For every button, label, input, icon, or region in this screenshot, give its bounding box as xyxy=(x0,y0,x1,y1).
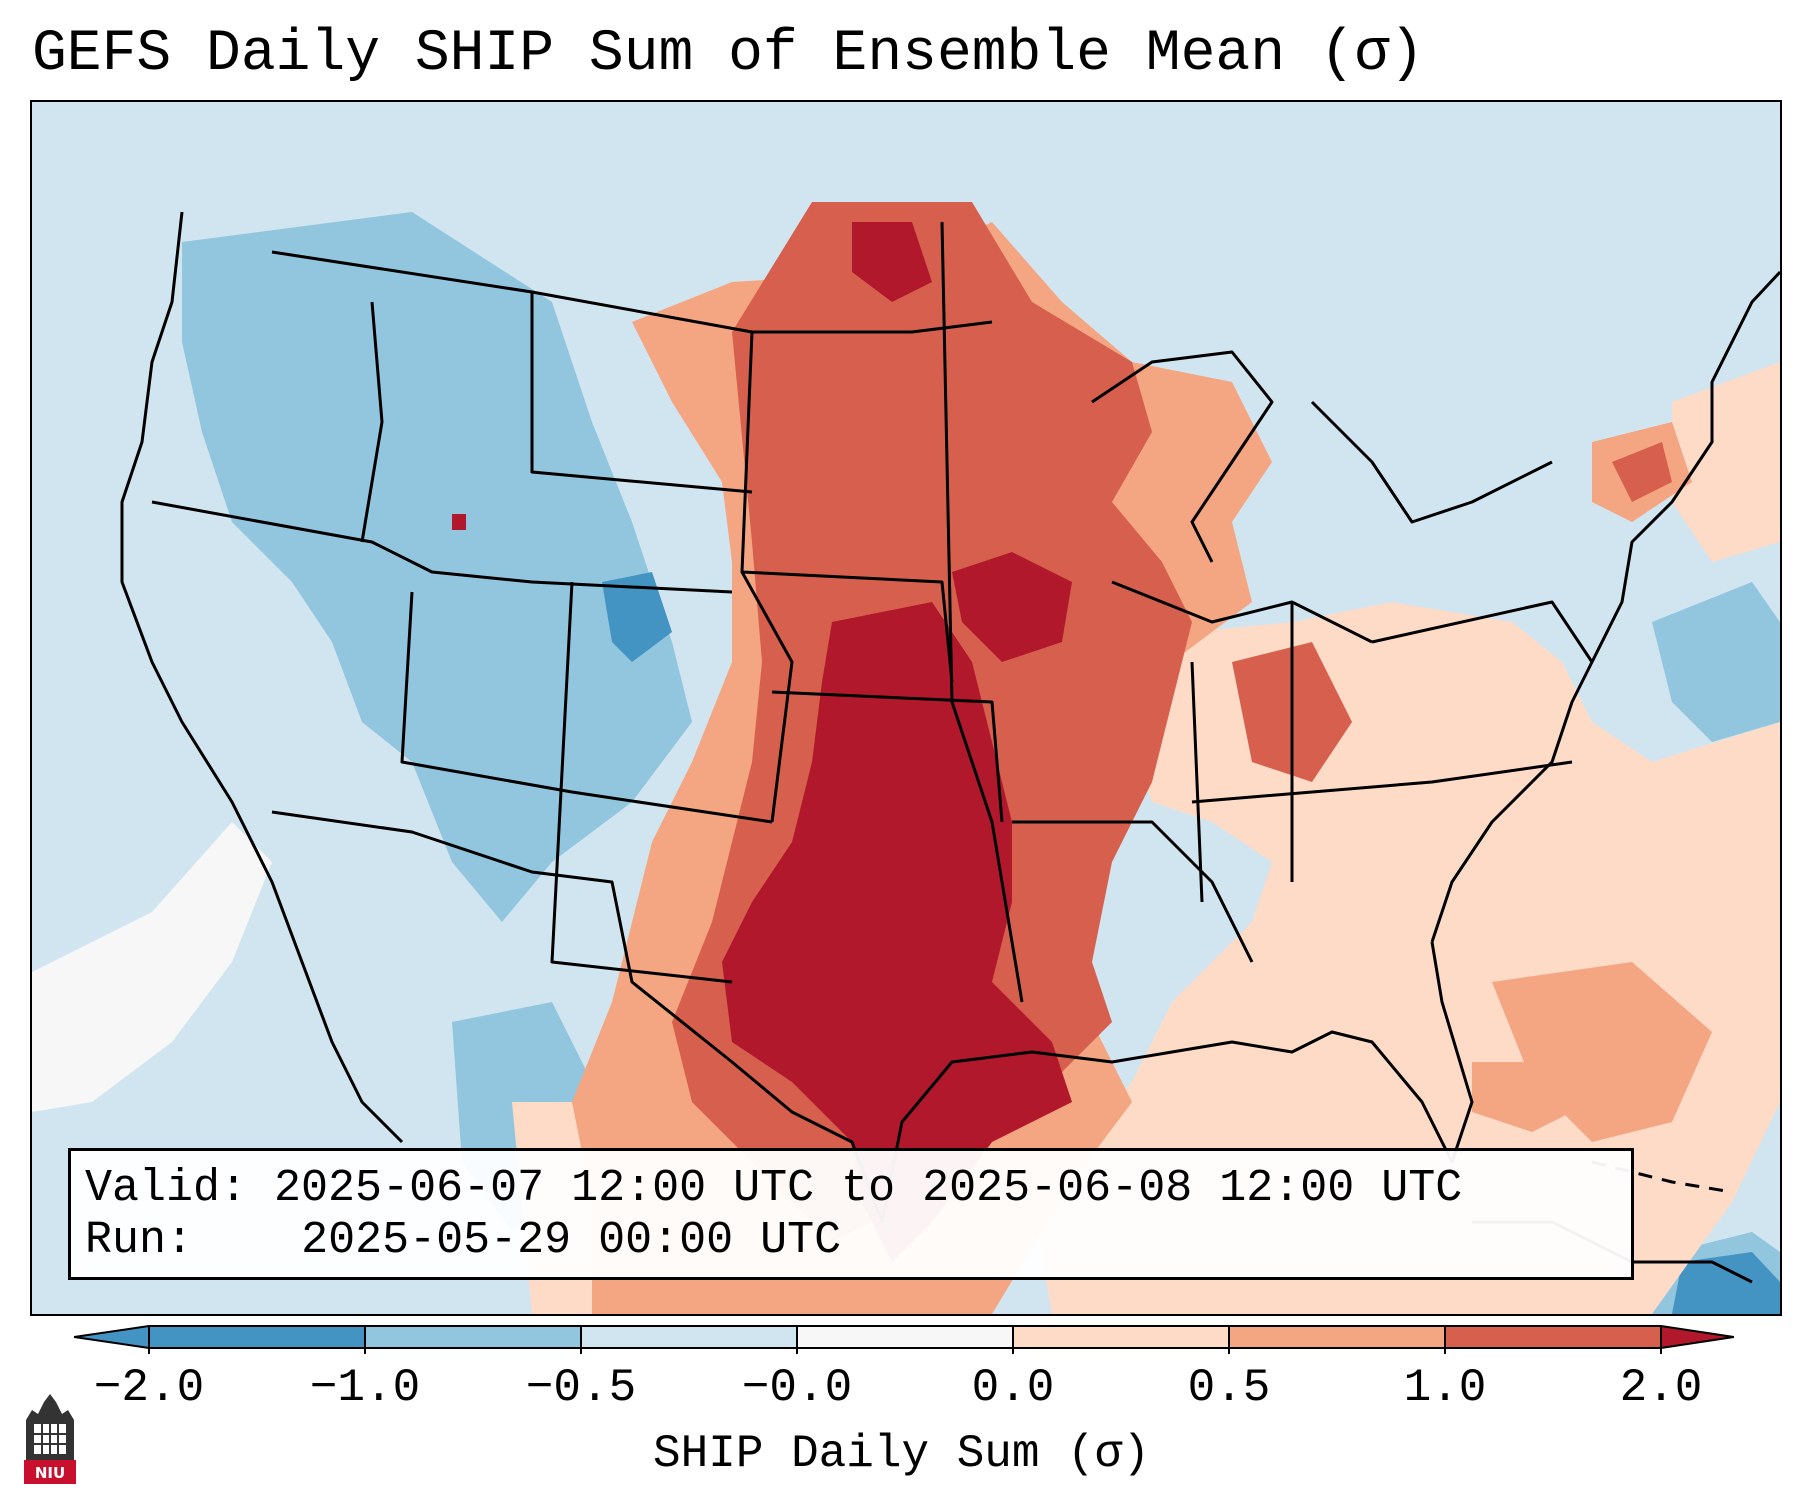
colorbar xyxy=(74,1325,1734,1354)
valid-value: 2025-06-07 12:00 UTC to 2025-06-08 12:00… xyxy=(274,1163,1463,1214)
colorbar-bin-minus1-minus05 xyxy=(365,1326,581,1348)
colorbar-tick: 0.0 xyxy=(971,1362,1055,1414)
borders xyxy=(120,211,1780,1223)
extreme-positive-core xyxy=(452,222,1072,1262)
colorbar-bin-minus05-0 xyxy=(581,1326,797,1348)
colorbar-tick: −0.5 xyxy=(525,1362,637,1414)
colorbar-label: SHIP Daily Sum (σ) xyxy=(653,1428,1150,1480)
logo-text: NIU xyxy=(35,1464,65,1482)
great-lakes-outline xyxy=(1091,350,1274,563)
colorbar-bin-minus2-minus1 xyxy=(149,1326,365,1348)
colorbar-bin-05-1 xyxy=(1229,1326,1445,1348)
map-panel xyxy=(30,100,1782,1316)
map-title: GEFS Daily SHIP Sum of Ensemble Mean (σ) xyxy=(32,22,1425,87)
west-coastline xyxy=(120,211,404,1144)
gulf-coastline xyxy=(880,941,1474,1223)
colorbar-bin-0-05 xyxy=(1013,1326,1229,1348)
colorbar-bin-1-2 xyxy=(1445,1326,1661,1348)
lake-erie-ontario xyxy=(1310,400,1553,524)
colorbar-bin-0-0 xyxy=(797,1326,1013,1348)
colorbar-extend-high xyxy=(1661,1326,1734,1348)
anomaly-map xyxy=(32,102,1780,1314)
valid-line: Valid: 2025-06-07 12:00 UTC to 2025-06-0… xyxy=(85,1163,1462,1214)
east-coastline xyxy=(1430,270,1780,943)
run-line: Run: 2025-05-29 00:00 UTC xyxy=(85,1215,841,1266)
colorbar-tick: 1.0 xyxy=(1403,1362,1487,1414)
neutral-patches xyxy=(32,822,272,1112)
colorbar-tick: 2.0 xyxy=(1619,1362,1703,1414)
colorbar-tick: −2.0 xyxy=(93,1362,205,1414)
colorbar-extend-low xyxy=(74,1326,149,1348)
mexico-border xyxy=(271,810,884,1223)
valid-run-info-box: Valid: 2025-06-07 12:00 UTC to 2025-06-0… xyxy=(68,1148,1634,1280)
niu-logo: NIU xyxy=(24,1394,76,1484)
strong-negative-patch xyxy=(602,572,1780,1314)
colorbar-tick: −0.0 xyxy=(741,1362,853,1414)
run-label: Run: xyxy=(85,1215,194,1266)
colorbar-tick: 0.5 xyxy=(1187,1362,1271,1414)
valid-label: Valid: xyxy=(85,1163,248,1214)
run-value: 2025-05-29 00:00 UTC xyxy=(301,1215,842,1266)
colorbar-tick: −1.0 xyxy=(309,1362,421,1414)
